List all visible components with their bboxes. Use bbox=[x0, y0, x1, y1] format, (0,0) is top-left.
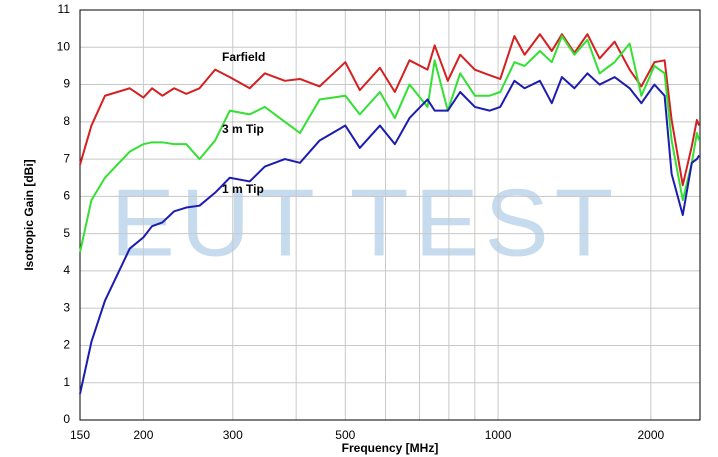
y-tick-label: 5 bbox=[63, 226, 70, 240]
x-tick-label: 500 bbox=[335, 428, 355, 442]
plot-frame bbox=[79, 9, 701, 421]
y-tick-label: 1 bbox=[63, 375, 70, 389]
series-label: 3 m Tip bbox=[222, 122, 264, 136]
y-tick-label: 10 bbox=[57, 39, 71, 53]
series-line bbox=[79, 72, 700, 395]
x-tick-label: 1000 bbox=[485, 428, 512, 442]
y-tick-label: 6 bbox=[63, 189, 70, 203]
y-axis-title: Isotropic Gain [dBi] bbox=[22, 159, 36, 270]
y-tick-label: 2 bbox=[63, 338, 70, 352]
watermark: EUT TEST bbox=[111, 169, 620, 276]
series-line bbox=[79, 33, 701, 187]
y-tick-label: 0 bbox=[63, 412, 70, 426]
y-tick-label: 8 bbox=[63, 114, 70, 128]
x-tick-label: 150 bbox=[70, 428, 90, 442]
x-tick-label: 300 bbox=[223, 428, 243, 442]
y-tick-label: 3 bbox=[63, 300, 70, 314]
y-tick-label: 7 bbox=[63, 151, 70, 165]
x-axis-title: Frequency [MHz] bbox=[342, 441, 439, 455]
y-tick-label: 11 bbox=[58, 2, 71, 16]
y-tick-label: 4 bbox=[63, 263, 70, 277]
x-tick-label: 200 bbox=[133, 428, 153, 442]
series-label: 1 m Tip bbox=[222, 182, 264, 196]
y-tick-label: 9 bbox=[63, 77, 70, 91]
x-tick-label: 2000 bbox=[637, 428, 664, 442]
series-label: Farfield bbox=[222, 50, 265, 64]
series-line bbox=[79, 35, 701, 253]
